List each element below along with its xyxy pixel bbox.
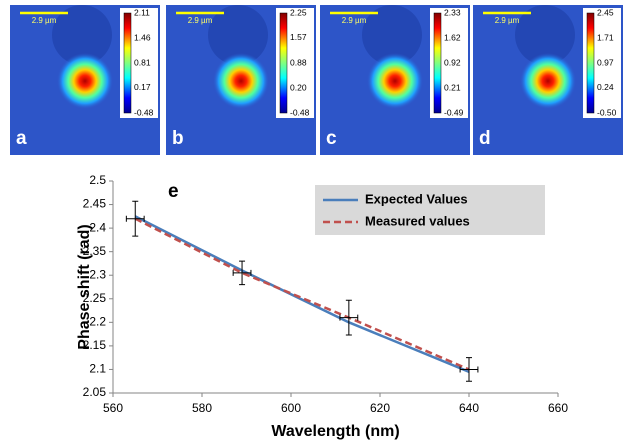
image-spot [213, 53, 269, 109]
colorbar-tick-label: 2.11 [134, 7, 150, 17]
colorbar-tick-label: 2.33 [444, 7, 461, 17]
image-shadow [52, 5, 112, 65]
legend-label: Expected Values [365, 191, 468, 206]
y-tick-label: 2.45 [83, 197, 107, 211]
image-shadow [515, 5, 575, 65]
colorbar-tick-label: -0.48 [290, 107, 310, 117]
scale-bar-label: 2.9 µm [342, 16, 367, 25]
colorbar [279, 12, 288, 114]
y-tick-label: 2.35 [83, 244, 107, 258]
scale-bar-label: 2.9 µm [32, 16, 57, 25]
x-error-bar [459, 366, 479, 373]
y-axis-label: Phase shift (rad) [76, 224, 93, 349]
x-error-bar [339, 314, 359, 321]
colorbar [123, 12, 132, 114]
x-tick-label: 620 [370, 401, 390, 415]
panel-label: a [16, 128, 27, 149]
legend-box [315, 185, 545, 235]
image-shadow [208, 5, 268, 65]
scale-bar-label: 2.9 µm [495, 16, 520, 25]
x-tick-label: 640 [459, 401, 479, 415]
image-spot [57, 53, 113, 109]
colorbar-tick-label: 2.45 [597, 7, 614, 17]
series-line [134, 217, 470, 371]
scale-bar-label: 2.9 µm [188, 16, 213, 25]
colorbar-tick-label: 0.20 [290, 82, 307, 92]
colorbar-tick-label: 0.97 [597, 57, 614, 67]
colorbar-tick-label: 1.57 [290, 32, 307, 42]
colorbar-tick-label: 0.88 [290, 57, 307, 67]
y-tick-label: 2.25 [83, 291, 107, 305]
legend-label: Measured values [365, 213, 470, 228]
y-tick-label: 2.05 [83, 385, 107, 399]
colorbar-tick-label: 0.21 [444, 82, 461, 92]
x-tick-label: 600 [281, 401, 301, 415]
y-tick-label: 2.4 [89, 220, 106, 234]
x-error-bar [232, 269, 252, 276]
y-tick-label: 2.5 [89, 173, 106, 187]
x-axis-label: Wavelength (nm) [271, 423, 399, 440]
y-tick-label: 2.3 [89, 267, 106, 281]
colorbar-tick-label: -0.48 [134, 107, 154, 117]
colorbar [586, 12, 595, 114]
colorbar-tick-label: 0.17 [134, 82, 151, 92]
colorbar-tick-label: 1.62 [444, 32, 461, 42]
annotation: e [168, 181, 179, 202]
y-tick-label: 2.2 [89, 315, 106, 329]
x-tick-label: 660 [548, 401, 568, 415]
panel-label: c [326, 128, 337, 149]
colorbar-tick-label: 1.71 [597, 32, 614, 42]
image-shadow [362, 5, 422, 65]
colorbar-tick-label: 2.25 [290, 7, 307, 17]
colorbar-tick-label: -0.49 [444, 107, 464, 117]
x-tick-label: 560 [103, 401, 123, 415]
image-spot [367, 53, 423, 109]
image-spot [520, 53, 576, 109]
x-error-bar [125, 215, 145, 222]
colorbar-tick-label: 0.24 [597, 82, 614, 92]
colorbar-tick-label: -0.50 [597, 107, 617, 117]
x-tick-label: 580 [192, 401, 212, 415]
colorbar-tick-label: 0.92 [444, 57, 461, 67]
panel-label: b [172, 128, 184, 149]
y-tick-label: 2.1 [89, 362, 106, 376]
y-tick-label: 2.15 [83, 338, 107, 352]
colorbar-tick-label: 1.46 [134, 32, 151, 42]
colorbar [433, 12, 442, 114]
colorbar-tick-label: 0.81 [134, 57, 151, 67]
panel-label: d [479, 128, 491, 149]
